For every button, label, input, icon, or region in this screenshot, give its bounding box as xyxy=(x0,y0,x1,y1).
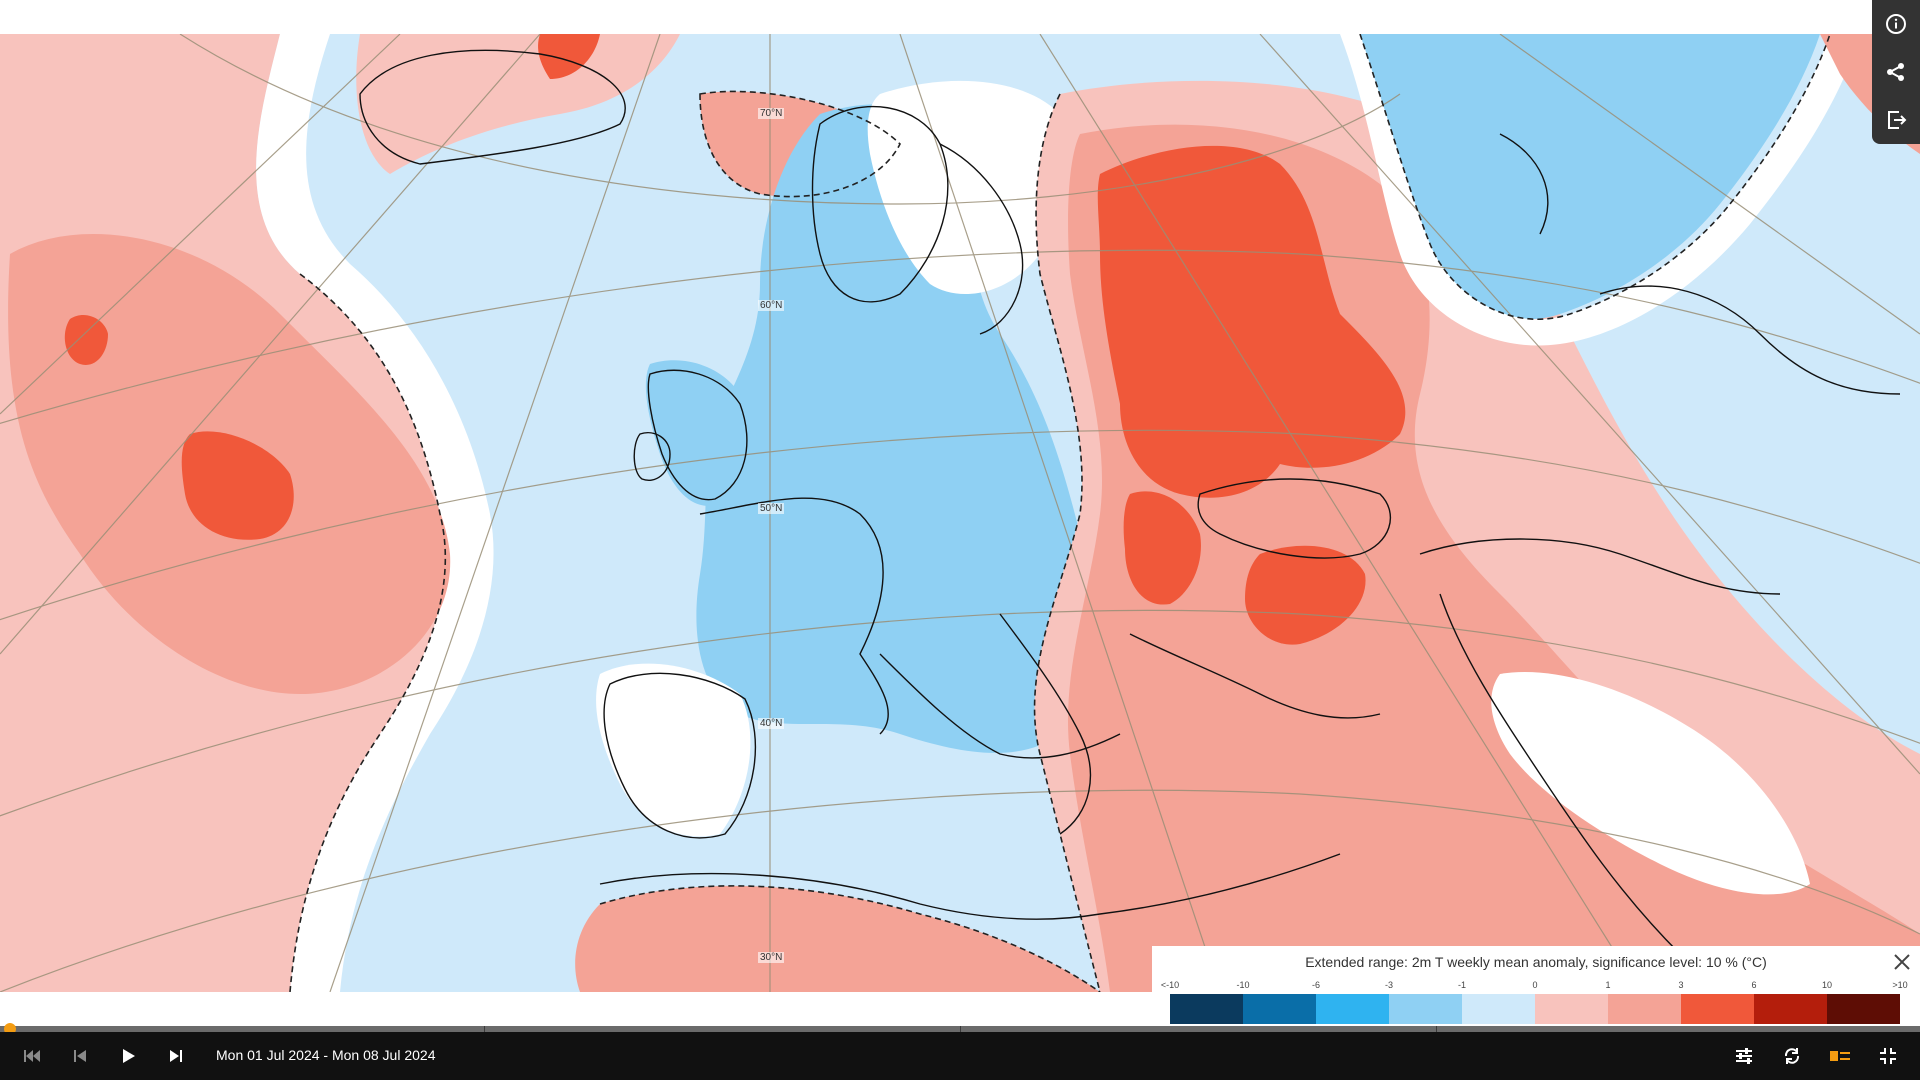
legend-toggle-button[interactable] xyxy=(1828,1044,1852,1068)
sliders-icon xyxy=(1736,1048,1752,1064)
play-icon xyxy=(123,1049,135,1063)
legend-swatch xyxy=(1608,994,1681,1024)
legend-swatch xyxy=(1681,994,1754,1024)
player-bar: Mon 01 Jul 2024 - Mon 08 Jul 2024 xyxy=(0,1032,1920,1080)
legend-swatch xyxy=(1243,994,1316,1024)
legend-toggle-icon xyxy=(1830,1051,1850,1061)
settings-button[interactable] xyxy=(1732,1044,1756,1068)
timeline-divider xyxy=(1436,1026,1437,1032)
export-icon xyxy=(1888,111,1907,129)
legend-swatch xyxy=(1170,994,1243,1024)
significance-contours xyxy=(289,34,1831,992)
share-button[interactable] xyxy=(1880,56,1912,88)
north-russia-white xyxy=(1340,34,1860,346)
coastlines xyxy=(359,49,1901,955)
step-back-icon xyxy=(74,1050,86,1062)
latitude-label-40: 40°N xyxy=(758,718,785,729)
iberia-white xyxy=(596,663,751,837)
close-icon xyxy=(1894,954,1910,970)
loop-button[interactable] xyxy=(1780,1044,1804,1068)
scandinavia-white xyxy=(867,80,1069,294)
skip-to-start-icon xyxy=(24,1050,40,1062)
legend-close-button[interactable] xyxy=(1892,952,1912,972)
russia-strong-warm xyxy=(1097,145,1406,498)
latitude-label-70: 70°N xyxy=(758,108,785,119)
legend-tick-labels: <-10 -10 -6 -3 -1 0 1 3 6 10 >10 xyxy=(1152,980,1920,992)
share-icon xyxy=(1887,63,1904,81)
latitude-label-50: 50°N xyxy=(758,503,785,514)
play-button[interactable] xyxy=(116,1044,140,1068)
skip-to-start-button[interactable] xyxy=(20,1044,44,1068)
north-africa-warm xyxy=(575,885,1100,992)
step-back-button[interactable] xyxy=(68,1044,92,1068)
legend-color-bar xyxy=(1170,994,1900,1024)
color-legend: Extended range: 2m T weekly mean anomaly… xyxy=(1152,946,1920,1028)
north-russia-cool xyxy=(1350,34,1820,320)
legend-swatch xyxy=(1754,994,1827,1024)
anomaly-map[interactable]: 70°N 60°N 50°N 40°N 30°N xyxy=(0,34,1920,992)
latitude-label-60: 60°N xyxy=(758,300,785,311)
uk-cool xyxy=(645,360,751,506)
legend-tick: -3 xyxy=(1384,980,1394,990)
export-button[interactable] xyxy=(1880,104,1912,136)
atlantic-strong-red xyxy=(181,431,294,540)
atlantic-white-band xyxy=(256,34,494,992)
legend-title: Extended range: 2m T weekly mean anomaly… xyxy=(1305,954,1767,970)
legend-tick: <-10 xyxy=(1160,980,1180,990)
info-icon xyxy=(1886,14,1906,34)
legend-swatch xyxy=(1462,994,1535,1024)
legend-tick: -10 xyxy=(1236,980,1250,990)
info-button[interactable] xyxy=(1880,8,1912,40)
latitude-label-30: 30°N xyxy=(758,952,785,963)
greenland-warm-strong xyxy=(538,34,600,79)
legend-tick: 6 xyxy=(1751,980,1757,990)
legend-tick: 1 xyxy=(1605,980,1611,990)
loop-icon xyxy=(1784,1048,1800,1064)
exit-fullscreen-icon xyxy=(1880,1048,1896,1064)
legend-swatch xyxy=(1827,994,1900,1024)
date-range-label: Mon 01 Jul 2024 - Mon 08 Jul 2024 xyxy=(216,1047,436,1063)
legend-tick: -6 xyxy=(1311,980,1321,990)
timeline-divider xyxy=(960,1026,961,1032)
timeline-divider xyxy=(484,1026,485,1032)
legend-swatch xyxy=(1535,994,1608,1024)
step-forward-icon xyxy=(170,1050,182,1062)
legend-tick: 3 xyxy=(1678,980,1684,990)
map-canvas xyxy=(0,34,1920,992)
graticule xyxy=(0,34,1920,992)
arabia-white xyxy=(1491,672,1810,895)
legend-tick: >10 xyxy=(1892,980,1908,990)
legend-swatch xyxy=(1389,994,1462,1024)
legend-tick: 0 xyxy=(1532,980,1538,990)
exit-fullscreen-button[interactable] xyxy=(1876,1044,1900,1068)
legend-tick: -1 xyxy=(1457,980,1467,990)
greenland-warm xyxy=(356,34,680,174)
atlantic-small-red xyxy=(64,314,108,365)
side-toolbar xyxy=(1872,0,1920,144)
step-forward-button[interactable] xyxy=(164,1044,188,1068)
central-europe-strong-warm xyxy=(1123,491,1201,605)
europe-cool-land xyxy=(696,104,1089,753)
legend-tick: 10 xyxy=(1821,980,1833,990)
legend-swatch xyxy=(1316,994,1389,1024)
balkans-strong-warm xyxy=(1245,545,1366,645)
